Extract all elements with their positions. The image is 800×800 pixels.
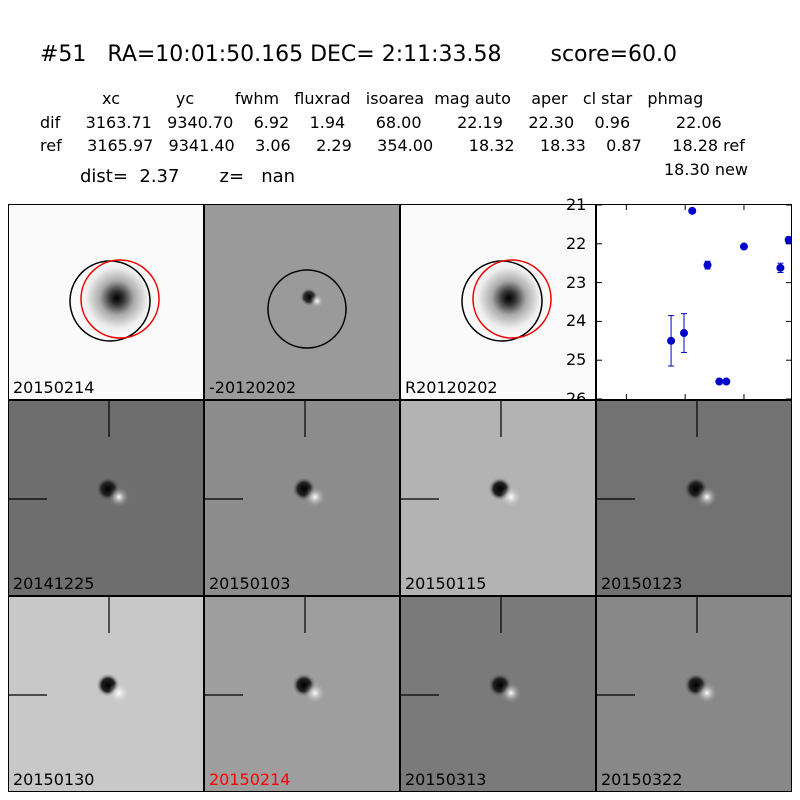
stamp-epoch-image bbox=[9, 597, 130, 704]
stamp-diff: -20120202 bbox=[204, 204, 400, 400]
data-point bbox=[784, 235, 793, 244]
dec-label: DEC= 2:11:33.58 bbox=[310, 42, 502, 67]
data-point bbox=[680, 329, 689, 338]
stamp-label: R20120202 bbox=[405, 378, 498, 397]
light-curve-panel bbox=[596, 204, 793, 400]
table-columns: xc yc fwhm fluxrad isoarea mag auto aper… bbox=[102, 89, 704, 108]
stamp-epoch: 20150214 bbox=[204, 596, 400, 792]
stamp-epoch: 20150123 bbox=[596, 400, 792, 596]
ra-label: RA=10:01:50.165 bbox=[107, 42, 304, 67]
data-point bbox=[739, 242, 748, 251]
stamp-epoch-image bbox=[9, 401, 130, 508]
table-row-ref: ref 3165.97 9341.40 3.06 2.29 354.00 18.… bbox=[40, 136, 745, 155]
stamp-ref-image bbox=[401, 205, 595, 399]
data-point bbox=[667, 336, 676, 345]
stamp-label: 20150214 bbox=[209, 770, 291, 789]
stamp-label: 20150322 bbox=[601, 770, 683, 789]
y-tick-label: 21 bbox=[566, 195, 587, 214]
y-tick-label: 22 bbox=[566, 233, 587, 253]
stamp-epoch-image bbox=[597, 401, 718, 508]
y-tick-label: 25 bbox=[566, 350, 587, 370]
stamp-new-image bbox=[9, 205, 203, 399]
stamp-label: 20150123 bbox=[601, 574, 683, 593]
stamp-label: 20141225 bbox=[13, 574, 95, 593]
new-aperture-circle bbox=[472, 259, 552, 339]
stamp-label: 20150115 bbox=[405, 574, 487, 593]
stamp-epoch: 20150103 bbox=[204, 400, 400, 596]
light-curve-chart bbox=[597, 204, 793, 400]
stamp-label: 20150130 bbox=[13, 770, 95, 789]
stamp-epoch-image bbox=[597, 597, 718, 704]
new-mag-label: 18.30 new bbox=[664, 160, 748, 179]
data-point bbox=[688, 206, 697, 215]
data-point bbox=[703, 261, 712, 270]
stamp-label: 20150313 bbox=[405, 770, 487, 789]
stamp-diff-image bbox=[205, 205, 399, 399]
candidate-id: #51 bbox=[40, 42, 87, 67]
score-label: score=60.0 bbox=[550, 42, 678, 67]
diff-aperture-circle bbox=[267, 269, 347, 349]
stamp-epoch: 20141225 bbox=[8, 400, 204, 596]
stamp-label: -20120202 bbox=[209, 378, 297, 397]
data-point bbox=[776, 263, 785, 272]
stamp-epoch-image bbox=[205, 597, 326, 704]
dist-line: dist= 2.37 z= nan bbox=[80, 166, 296, 187]
y-tick-label: 24 bbox=[566, 311, 587, 331]
stamp-epoch: 20150313 bbox=[400, 596, 596, 792]
data-point bbox=[722, 377, 731, 386]
stamp-epoch: 20150322 bbox=[596, 596, 792, 792]
stamp-label: 20150103 bbox=[209, 574, 291, 593]
stamp-epoch-image bbox=[401, 401, 522, 508]
data-point bbox=[715, 377, 724, 386]
new-aperture-circle bbox=[80, 259, 160, 339]
candidate-header: #51 RA=10:01:50.165 DEC= 2:11:33.58 scor… bbox=[40, 42, 677, 67]
stamp-epoch-image bbox=[205, 401, 326, 508]
stamp-epoch: 20150115 bbox=[400, 400, 596, 596]
stamp-epoch: 20150130 bbox=[8, 596, 204, 792]
stamp-ref: R20120202 bbox=[400, 204, 596, 400]
y-tick-label: 23 bbox=[566, 272, 587, 292]
table-row-dif: dif 3163.71 9340.70 6.92 1.94 68.00 22.1… bbox=[40, 113, 722, 132]
stamp-label: 20150214 bbox=[13, 378, 95, 397]
stamp-new: 20150214 bbox=[8, 204, 204, 400]
stamp-epoch-image bbox=[401, 597, 522, 704]
